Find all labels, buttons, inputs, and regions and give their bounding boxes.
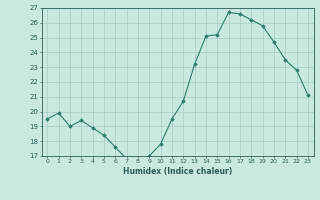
X-axis label: Humidex (Indice chaleur): Humidex (Indice chaleur) — [123, 167, 232, 176]
